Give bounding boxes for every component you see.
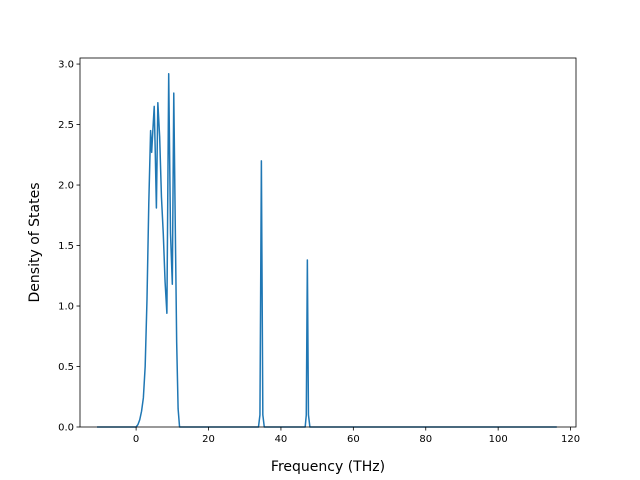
x-tick-label: 80 (419, 434, 432, 445)
x-tick-label: 20 (202, 434, 215, 445)
plot-frame (79, 57, 577, 428)
x-axis-ticks: 0 20 40 60 80 100 120 (133, 427, 580, 445)
x-tick-label: 100 (489, 434, 508, 445)
y-tick-label: 2.5 (58, 120, 74, 131)
x-tick-label: 0 (133, 434, 139, 445)
y-tick-label: 0.0 (58, 423, 74, 434)
y-axis-ticks: 0.0 0.5 1.0 1.5 2.0 2.5 3.0 (58, 60, 80, 434)
y-axis-title: Density of States (27, 183, 43, 303)
y-tick-label: 0.5 (58, 362, 74, 373)
x-tick-label: 40 (275, 434, 288, 445)
x-tick-label: 120 (561, 434, 580, 445)
y-tick-label: 2.0 (58, 181, 74, 192)
x-tick-label: 60 (347, 434, 360, 445)
y-tick-label: 1.0 (58, 302, 74, 313)
y-tick-label: 1.5 (58, 241, 74, 252)
y-tick-label: 3.0 (58, 60, 74, 71)
x-axis-title: Frequency (THz) (271, 459, 385, 475)
